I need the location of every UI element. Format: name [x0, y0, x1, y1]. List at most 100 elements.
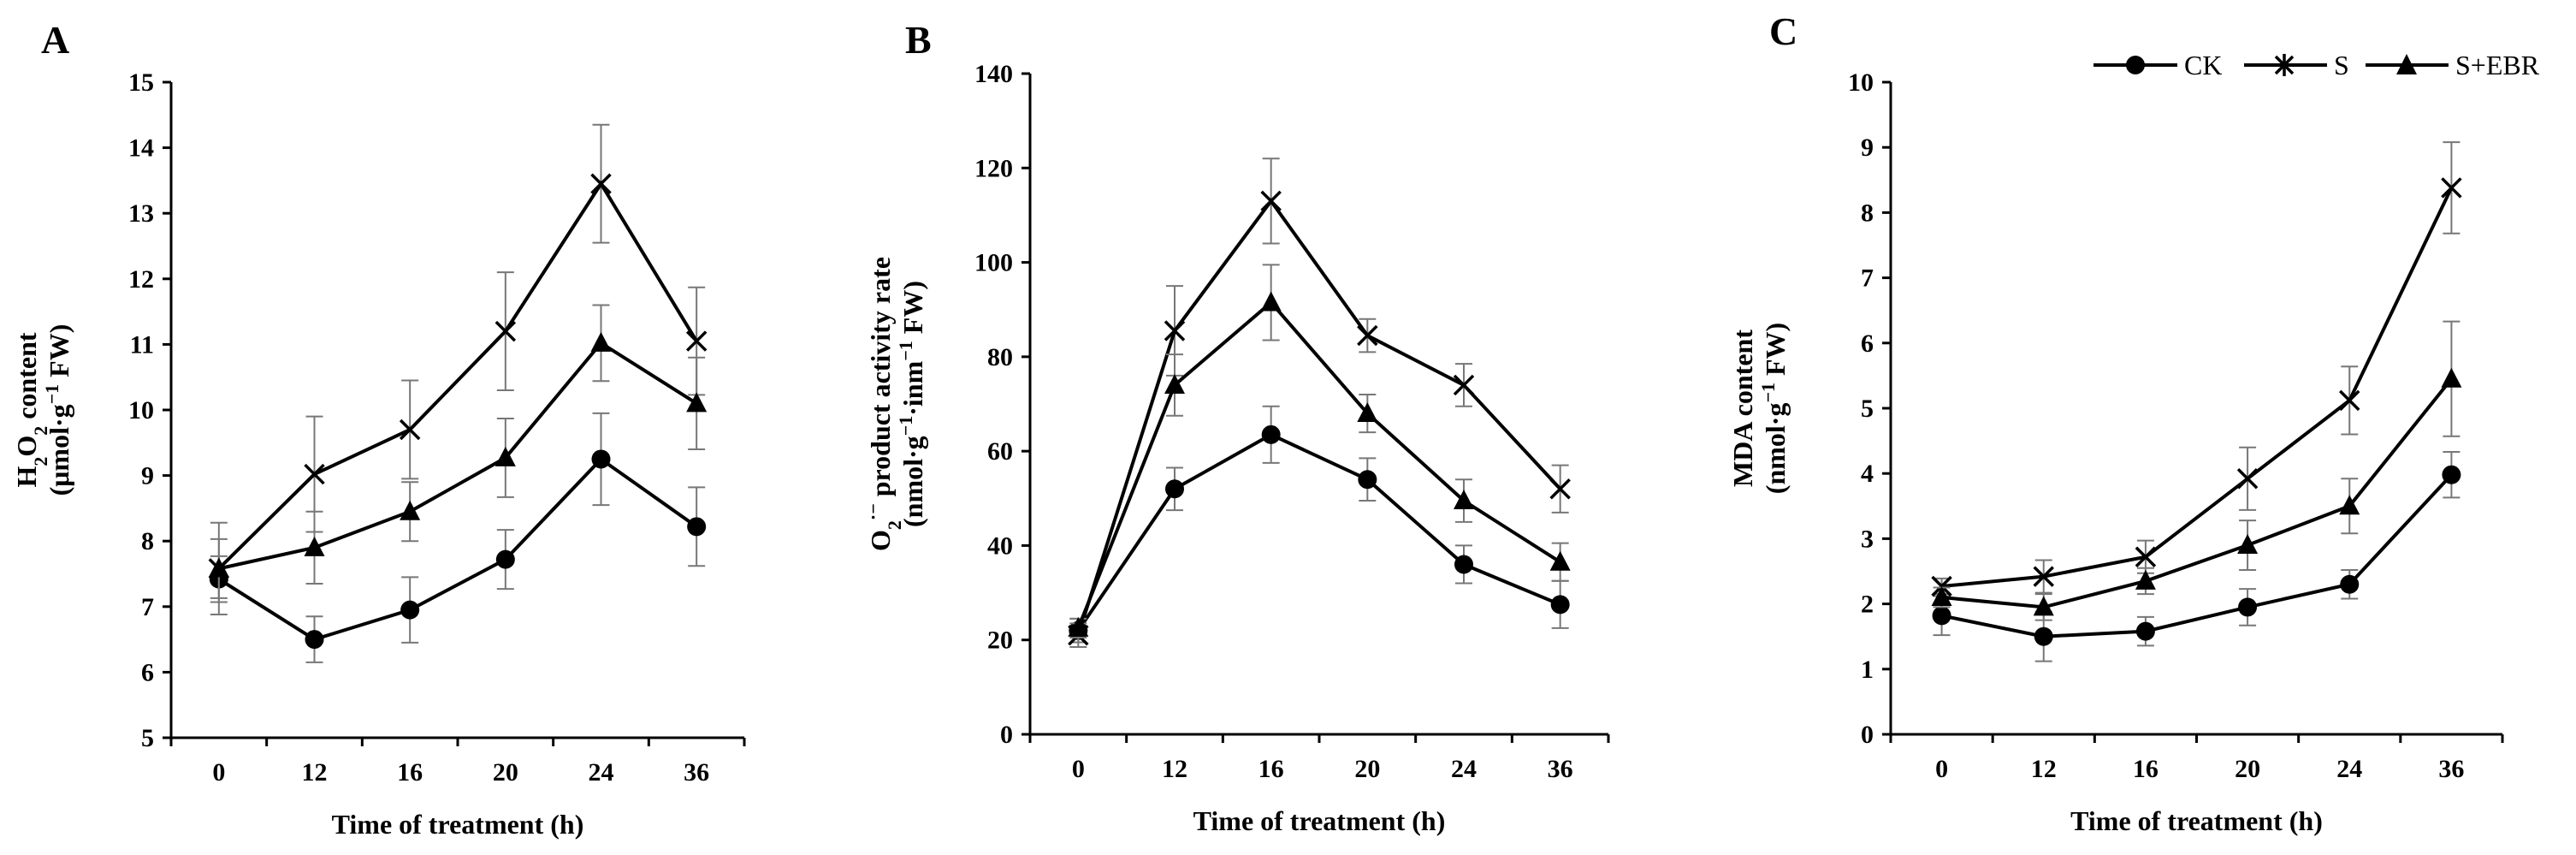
y-axis-title: H2O2 content(μmol·g−1 FW) — [11, 324, 74, 496]
x-tick-label: 12 — [1162, 755, 1187, 783]
x-tick-label: 24 — [589, 758, 614, 787]
x-tick-label: 12 — [2031, 755, 2057, 783]
data-point-asterisk — [2033, 566, 2054, 587]
y-tick-label: 7 — [141, 593, 154, 621]
data-point-triangle — [2441, 367, 2462, 388]
data-point-triangle — [2237, 534, 2259, 555]
data-point-triangle — [1357, 402, 1378, 423]
x-tick-label: 36 — [684, 758, 709, 787]
y-tick-label: 3 — [1861, 525, 1874, 553]
series-ck — [1932, 451, 2461, 662]
data-point-circle — [1932, 606, 1951, 626]
y-tick-label: 0 — [1861, 721, 1874, 749]
series-line — [1076, 198, 1562, 636]
data-point-circle — [2442, 465, 2461, 484]
x-axis-title: Time of treatment (h) — [1193, 805, 1446, 836]
y-tick-label: 4 — [1861, 460, 1874, 488]
data-point-circle — [1261, 425, 1281, 444]
y-tick-label: 60 — [987, 437, 1013, 466]
x-tick-label: 16 — [397, 758, 423, 787]
series-line — [217, 180, 698, 570]
y-tick-label: 8 — [1861, 199, 1874, 227]
y-tick-label: 120 — [974, 154, 1013, 182]
data-point-triangle — [208, 557, 229, 578]
data-point-asterisk — [590, 173, 612, 194]
data-point-circle — [2340, 574, 2360, 594]
data-point-circle — [1358, 470, 1377, 490]
series-s-ebr — [1931, 320, 2462, 621]
x-tick-label: 0 — [212, 758, 225, 787]
data-point-triangle — [2135, 569, 2156, 590]
y-tick-label: 7 — [1861, 264, 1874, 293]
y-tick-label: 5 — [141, 724, 154, 752]
panel-letter-c: C — [1769, 9, 1797, 53]
data-point-triangle — [1068, 616, 1089, 637]
y-tick-label: 8 — [141, 527, 154, 555]
series-s — [1068, 157, 1571, 648]
y-tick-label: 5 — [1861, 395, 1874, 423]
series-line — [1076, 300, 1561, 629]
legend-entry-s: S — [2244, 50, 2349, 80]
data-point-circle — [687, 517, 707, 537]
x-tick-label: 24 — [1451, 755, 1477, 783]
legend-marker-asterisk-icon — [2274, 54, 2295, 76]
data-point-triangle — [1454, 490, 1474, 510]
y-tick-label: 6 — [141, 658, 154, 686]
y-tick-label: 20 — [987, 626, 1013, 655]
x-tick-label: 24 — [2336, 755, 2362, 783]
data-point-asterisk — [2339, 389, 2360, 412]
y-tick-label: 10 — [1848, 68, 1874, 97]
data-point-triangle — [1164, 373, 1185, 394]
data-point-triangle — [400, 500, 421, 520]
x-tick-label: 36 — [1548, 755, 1573, 783]
y-tick-label: 9 — [141, 462, 154, 490]
data-point-triangle — [1931, 585, 1952, 606]
data-point-circle — [2034, 626, 2053, 646]
series-line — [1941, 377, 2453, 609]
data-point-asterisk — [1357, 324, 1378, 347]
y-tick-label: 10 — [128, 396, 154, 425]
legend-marker-triangle-icon — [2396, 54, 2417, 74]
y-tick-label: 11 — [130, 330, 154, 359]
data-point-triangle — [2339, 495, 2360, 515]
series-ck — [209, 412, 707, 663]
data-point-asterisk — [1260, 190, 1282, 212]
legend-marker-circle-icon — [2126, 56, 2145, 74]
data-point-circle — [1454, 555, 1473, 574]
panel-a: A 5 6 7 8 9 10 11 12 13 14 15 0 12 16 20 24 36 Time of tr… — [11, 18, 746, 840]
data-point-triangle — [1260, 291, 1282, 312]
y-tick-label: 6 — [1861, 330, 1874, 358]
x-axis-title: Time of treatment (h) — [2070, 805, 2323, 836]
x-axis-title: Time of treatment (h) — [332, 809, 584, 840]
y-tick-label: 80 — [987, 343, 1013, 371]
y-tick-label: 12 — [128, 265, 154, 294]
legend-label-s-ebr: S+EBR — [2455, 50, 2540, 80]
data-point-asterisk — [304, 463, 325, 485]
data-point-triangle — [494, 446, 516, 466]
data-point-asterisk — [685, 330, 708, 352]
data-point-asterisk — [2236, 468, 2259, 490]
data-point-circle — [591, 449, 611, 469]
series-line — [1941, 473, 2453, 638]
y-tick-label: 40 — [987, 531, 1013, 560]
y-tick-label: 15 — [128, 68, 154, 97]
data-point-circle — [305, 630, 324, 650]
x-tick-label: 16 — [2133, 755, 2159, 783]
legend: CK S S+EBR — [2093, 50, 2540, 80]
data-point-triangle — [2033, 596, 2054, 616]
series-s — [208, 123, 708, 615]
legend-entry-ck: CK — [2093, 50, 2222, 80]
x-tick-label: 20 — [2235, 755, 2260, 783]
y-tick-label: 9 — [1861, 134, 1874, 162]
series-s — [1931, 141, 2462, 597]
y-tick-label: 0 — [1000, 721, 1013, 749]
data-point-circle — [2135, 621, 2155, 641]
data-point-asterisk — [1549, 478, 1571, 500]
panel-letter-a: A — [41, 18, 69, 62]
series-line — [1076, 432, 1561, 632]
series-line — [1941, 187, 2454, 589]
y-tick-label: 1 — [1861, 656, 1874, 684]
x-tick-label: 36 — [2438, 755, 2464, 783]
